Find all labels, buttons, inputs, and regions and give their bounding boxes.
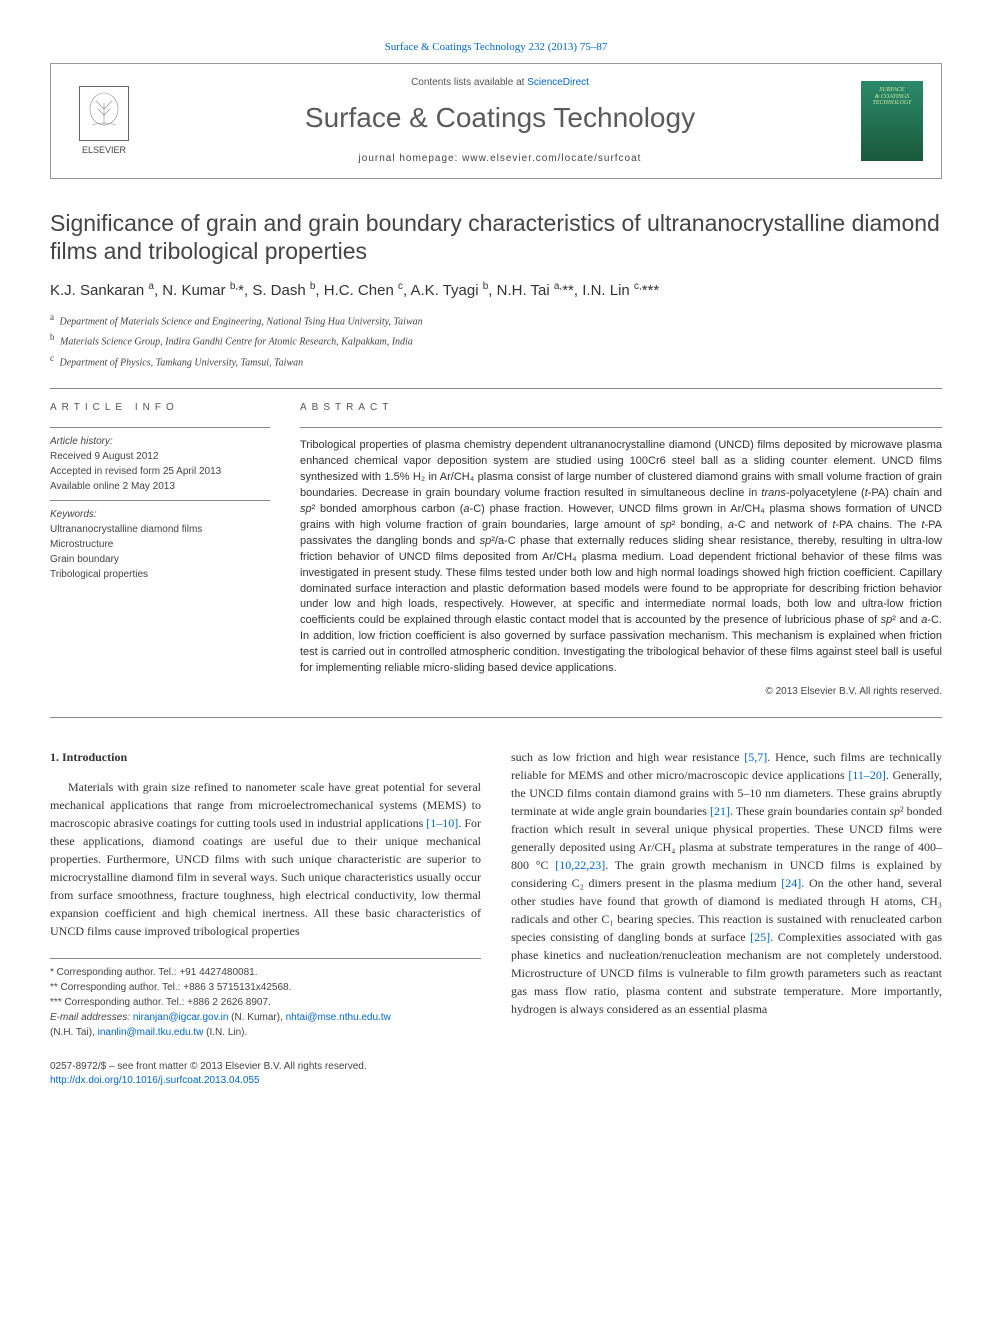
- keyword-2: Grain boundary: [50, 554, 119, 565]
- authors-line: K.J. Sankaran a, N. Kumar b,*, S. Dash b…: [50, 280, 942, 301]
- corr-author-3: *** Corresponding author. Tel.: +886 2 2…: [50, 995, 481, 1010]
- homepage-url: www.elsevier.com/locate/surfcoat: [462, 153, 641, 164]
- publisher-name: ELSEVIER: [82, 144, 126, 157]
- keywords-label: Keywords:: [50, 507, 270, 522]
- abstract-heading: abstract: [300, 401, 942, 415]
- affiliation-c: c Department of Physics, Tamkang Univers…: [50, 352, 942, 370]
- header-center: Contents lists available at ScienceDirec…: [139, 76, 861, 165]
- sciencedirect-link[interactable]: ScienceDirect: [527, 77, 589, 88]
- contents-prefix: Contents lists available at: [411, 77, 527, 88]
- journal-homepage: journal homepage: www.elsevier.com/locat…: [139, 152, 861, 166]
- keyword-1: Microstructure: [50, 539, 113, 550]
- intro-paragraph-right: such as low friction and high wear resis…: [511, 748, 942, 1018]
- cover-text-line3: TECHNOLOGY: [872, 100, 911, 107]
- body-column-right: such as low friction and high wear resis…: [511, 748, 942, 1040]
- elsevier-tree-icon: [79, 86, 129, 141]
- footer-left: 0257-8972/$ – see front matter © 2013 El…: [50, 1060, 367, 1088]
- cover-text-line2: & COATINGS: [875, 94, 910, 101]
- abstract-copyright: © 2013 Elsevier B.V. All rights reserved…: [300, 685, 942, 699]
- top-citation: Surface & Coatings Technology 232 (2013)…: [50, 40, 942, 55]
- divider-bottom: [50, 717, 942, 718]
- journal-cover-thumbnail: SURFACE & COATINGS TECHNOLOGY: [861, 81, 923, 161]
- info-abstract-row: article info Article history: Received 9…: [50, 401, 942, 699]
- affiliations: a Department of Materials Science and En…: [50, 311, 942, 370]
- affiliation-b: b Materials Science Group, Indira Gandhi…: [50, 331, 942, 349]
- intro-paragraph-left: Materials with grain size refined to nan…: [50, 778, 481, 940]
- body-columns: 1. Introduction Materials with grain siz…: [50, 748, 942, 1040]
- corr-author-1: * Corresponding author. Tel.: +91 442748…: [50, 965, 481, 980]
- keyword-0: Ultrananocrystalline diamond films: [50, 524, 202, 535]
- footnotes: * Corresponding author. Tel.: +91 442748…: [50, 958, 481, 1040]
- issn-line: 0257-8972/$ – see front matter © 2013 El…: [50, 1060, 367, 1074]
- doi-link[interactable]: http://dx.doi.org/10.1016/j.surfcoat.201…: [50, 1075, 260, 1086]
- history-line-1: Accepted in revised form 25 April 2013: [50, 466, 221, 477]
- abstract-column: abstract Tribological properties of plas…: [300, 401, 942, 699]
- cover-text-line1: SURFACE: [879, 87, 904, 94]
- abstract-text: Tribological properties of plasma chemis…: [300, 438, 942, 677]
- homepage-label: journal homepage:: [359, 153, 463, 164]
- publisher-logo: ELSEVIER: [69, 81, 139, 161]
- body-column-left: 1. Introduction Materials with grain siz…: [50, 748, 481, 1040]
- affiliation-a: a Department of Materials Science and En…: [50, 311, 942, 329]
- journal-name: Surface & Coatings Technology: [139, 98, 861, 137]
- top-citation-link[interactable]: Surface & Coatings Technology 232 (2013)…: [385, 41, 608, 53]
- keywords-block: Keywords: Ultrananocrystalline diamond f…: [50, 507, 270, 582]
- journal-header: ELSEVIER Contents lists available at Sci…: [50, 63, 942, 178]
- email-addresses: E-mail addresses: niranjan@igcar.gov.in …: [50, 1010, 481, 1040]
- article-info-heading: article info: [50, 401, 270, 415]
- section-1-heading: 1. Introduction: [50, 748, 481, 766]
- article-info: article info Article history: Received 9…: [50, 401, 270, 699]
- contents-available: Contents lists available at ScienceDirec…: [139, 76, 861, 90]
- divider-top: [50, 388, 942, 389]
- history-line-0: Received 9 August 2012: [50, 451, 158, 462]
- history-label: Article history:: [50, 434, 270, 449]
- keyword-3: Tribological properties: [50, 569, 148, 580]
- history-line-2: Available online 2 May 2013: [50, 481, 175, 492]
- article-history: Article history: Received 9 August 2012 …: [50, 434, 270, 494]
- footer-row: 0257-8972/$ – see front matter © 2013 El…: [50, 1060, 942, 1088]
- corr-author-2: ** Corresponding author. Tel.: +886 3 57…: [50, 980, 481, 995]
- article-title: Significance of grain and grain boundary…: [50, 209, 942, 267]
